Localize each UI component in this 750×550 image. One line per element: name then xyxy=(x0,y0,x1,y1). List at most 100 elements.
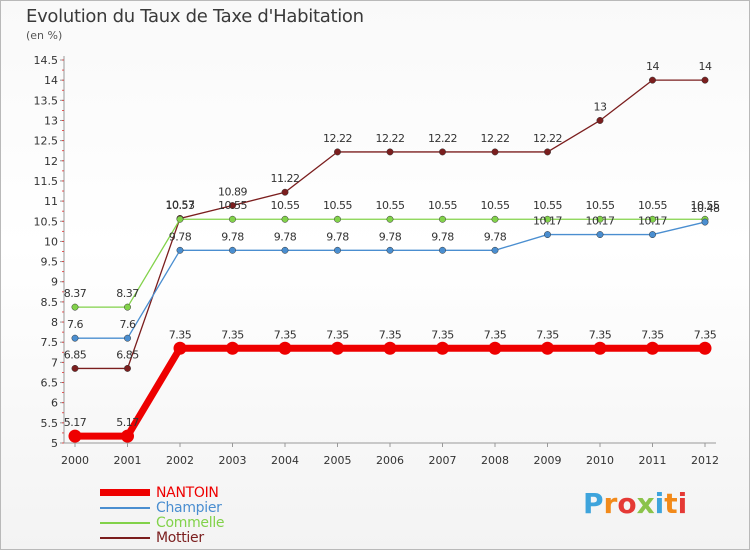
data-point-nantoin xyxy=(383,341,397,355)
logo-letter: i xyxy=(677,487,688,520)
legend-label: Commelle xyxy=(156,515,225,531)
data-label-commelle: 10.55 xyxy=(481,199,510,212)
data-point-commelle xyxy=(596,215,604,223)
chart-title: Evolution du Taux de Taxe d'Habitation xyxy=(26,6,364,27)
data-label-champier: 10.17 xyxy=(586,215,615,228)
chart-subtitle: (en %) xyxy=(26,29,63,42)
data-point-mottier xyxy=(281,188,289,196)
y-tick-label: 8 xyxy=(51,316,58,329)
data-point-mottier xyxy=(596,117,604,124)
logo-letter: t xyxy=(664,487,678,520)
data-point-champier xyxy=(176,246,184,254)
data-point-nantoin xyxy=(488,341,502,355)
data-point-nantoin xyxy=(121,429,134,443)
data-point-commelle xyxy=(281,215,289,223)
data-label-commelle: 10.55 xyxy=(271,199,300,212)
data-point-mottier xyxy=(229,202,236,209)
data-point-mottier xyxy=(386,148,394,156)
proxiti-logo: Proxiti xyxy=(583,487,687,520)
data-point-commelle xyxy=(124,303,131,311)
data-point-mottier xyxy=(439,148,446,156)
data-label-champier: 9.78 xyxy=(326,230,349,243)
y-tick-label: 14.5 xyxy=(34,54,59,67)
y-tick-label: 5 xyxy=(51,437,58,450)
data-point-champier xyxy=(701,218,709,226)
data-label-commelle: 10.55 xyxy=(218,199,247,212)
y-tick-label: 6 xyxy=(51,397,58,410)
data-point-champier xyxy=(281,246,289,254)
data-label-champier: 9.78 xyxy=(484,230,507,243)
data-point-nantoin xyxy=(278,341,292,355)
data-label-nantoin: 7.35 xyxy=(431,328,454,341)
y-tick-label: 5.5 xyxy=(41,417,59,430)
data-label-champier: 7.6 xyxy=(67,318,83,331)
data-point-nantoin xyxy=(698,341,712,355)
data-label-mottier: 14 xyxy=(699,60,712,73)
legend-label: NANTOIN xyxy=(156,485,219,501)
logo-letter: x xyxy=(636,487,655,520)
x-tick-label: 2006 xyxy=(376,454,404,467)
data-label-commelle: 10.53 xyxy=(166,199,195,212)
y-tick-label: 11 xyxy=(44,195,58,208)
data-point-commelle xyxy=(544,215,551,223)
data-point-champier xyxy=(386,246,394,254)
data-point-champier xyxy=(71,334,79,342)
logo-letter: i xyxy=(654,487,665,520)
data-point-mottier xyxy=(701,76,709,84)
data-point-nantoin xyxy=(331,341,344,355)
data-label-commelle: 10.55 xyxy=(691,199,720,212)
data-point-nantoin xyxy=(436,341,449,355)
logo-letter: r xyxy=(603,487,618,520)
data-point-champier xyxy=(544,231,551,239)
data-label-commelle: 10.55 xyxy=(638,199,667,212)
y-tick-label: 10.5 xyxy=(34,215,59,228)
data-point-commelle xyxy=(334,215,341,223)
data-label-commelle: 8.37 xyxy=(64,287,87,300)
data-label-mottier: 6.85 xyxy=(116,348,139,361)
x-tick-label: 2001 xyxy=(114,454,142,467)
data-label-champier: 10.17 xyxy=(533,215,562,228)
data-label-nantoin: 7.35 xyxy=(274,328,297,341)
data-label-champier: 9.78 xyxy=(169,230,192,243)
data-label-mottier: 6.85 xyxy=(64,348,87,361)
data-label-mottier: 11.22 xyxy=(271,172,300,185)
data-label-nantoin: 7.35 xyxy=(589,328,612,341)
x-tick-label: 2011 xyxy=(639,454,667,467)
data-label-nantoin: 7.35 xyxy=(484,328,507,341)
data-label-nantoin: 5.17 xyxy=(64,416,87,429)
y-tick-label: 13 xyxy=(44,114,58,127)
x-tick-label: 2009 xyxy=(534,454,562,467)
y-tick-label: 12 xyxy=(44,155,58,168)
data-label-mottier: 10.57 xyxy=(166,198,195,211)
x-tick-label: 2008 xyxy=(481,454,509,467)
y-tick-label: 9.5 xyxy=(41,256,59,269)
data-point-commelle xyxy=(649,215,656,223)
y-tick-label: 7.5 xyxy=(41,336,59,349)
data-point-nantoin xyxy=(226,341,239,355)
data-label-commelle: 8.37 xyxy=(116,287,139,300)
data-point-nantoin xyxy=(541,341,554,355)
data-label-nantoin: 5.17 xyxy=(116,416,139,429)
y-tick-label: 12.5 xyxy=(34,135,59,148)
data-point-commelle xyxy=(439,215,446,223)
data-point-commelle xyxy=(176,215,184,223)
y-tick-label: 14 xyxy=(44,74,58,87)
data-point-mottier xyxy=(71,364,79,372)
y-tick-label: 9 xyxy=(51,276,58,289)
data-point-nantoin xyxy=(68,429,82,443)
data-point-mottier xyxy=(334,148,341,156)
data-label-nantoin: 7.35 xyxy=(694,328,717,341)
data-label-mottier: 12.22 xyxy=(376,132,405,145)
data-point-champier xyxy=(334,246,341,254)
data-label-commelle: 10.55 xyxy=(428,199,457,212)
data-point-champier xyxy=(439,246,446,254)
data-label-champier: 7.6 xyxy=(120,318,136,331)
data-point-champier xyxy=(124,334,131,342)
x-tick-label: 2007 xyxy=(429,454,457,467)
data-label-champier: 10.48 xyxy=(691,202,720,215)
legend-swatch xyxy=(100,522,150,524)
data-label-champier: 10.17 xyxy=(638,215,667,228)
series-line-nantoin xyxy=(75,344,705,440)
